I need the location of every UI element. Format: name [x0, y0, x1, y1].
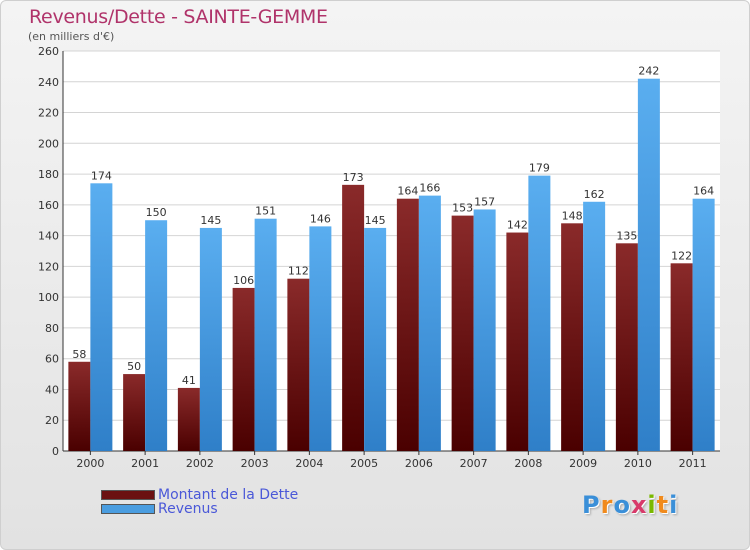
- data-label-dette: 173: [343, 171, 364, 184]
- y-tick-label: 160: [38, 199, 59, 212]
- bar-dette: [287, 278, 310, 451]
- bar-dette: [561, 223, 584, 451]
- logo-letter: i: [669, 491, 679, 519]
- y-tick-label: 200: [38, 137, 59, 150]
- logo-letter: t: [656, 491, 670, 519]
- bar-revenus: [637, 78, 660, 451]
- x-tick-label: 2011: [679, 457, 707, 470]
- data-label-dette: 106: [233, 274, 254, 287]
- y-tick-label: 260: [38, 45, 59, 58]
- y-tick-label: 60: [45, 353, 59, 366]
- bar-revenus: [692, 198, 715, 451]
- bar-dette: [123, 374, 146, 451]
- bar-dette: [615, 243, 638, 451]
- data-label-dette: 142: [507, 219, 528, 232]
- x-tick-label: 2008: [514, 457, 542, 470]
- legend-item-revenus: Revenus: [101, 501, 218, 517]
- x-tick-label: 2000: [76, 457, 104, 470]
- logo-letter: x: [630, 491, 648, 519]
- data-label-revenus: 179: [529, 162, 550, 175]
- y-tick-label: 80: [45, 322, 59, 335]
- bar-revenus: [528, 175, 551, 451]
- y-tick-label: 100: [38, 291, 59, 304]
- bar-revenus: [199, 227, 222, 451]
- x-tick-label: 2006: [405, 457, 433, 470]
- bar-dette: [177, 387, 200, 451]
- plot-area: [63, 51, 720, 451]
- x-tick-label: 2009: [569, 457, 597, 470]
- data-label-dette: 50: [127, 360, 141, 373]
- legend-swatch-dette: [101, 490, 155, 500]
- bar-revenus: [583, 201, 606, 451]
- bar-dette: [396, 198, 419, 451]
- data-label-revenus: 157: [474, 195, 495, 208]
- y-tick-label: 180: [38, 168, 59, 181]
- y-tick-label: 120: [38, 260, 59, 273]
- data-label-revenus: 242: [638, 65, 659, 78]
- x-tick-label: 2003: [241, 457, 269, 470]
- x-tick-label: 2002: [186, 457, 214, 470]
- bar-revenus: [309, 226, 332, 451]
- bar-dette: [506, 232, 529, 451]
- y-tick-label: 20: [45, 414, 59, 427]
- bar-dette: [670, 263, 693, 451]
- bar-revenus: [254, 218, 277, 451]
- y-tick-label: 40: [45, 383, 59, 396]
- bar-dette: [342, 184, 365, 451]
- bar-dette: [232, 287, 255, 451]
- data-label-revenus: 174: [91, 169, 112, 182]
- logo-letter: i: [647, 491, 657, 519]
- bar-revenus: [364, 227, 387, 451]
- data-label-revenus: 150: [146, 206, 167, 219]
- bar-dette: [68, 361, 91, 451]
- y-tick-label: 0: [52, 445, 59, 458]
- bar-dette: [451, 215, 474, 451]
- bar-revenus: [90, 183, 113, 452]
- data-label-dette: 122: [671, 249, 692, 262]
- bar-revenus: [418, 195, 441, 451]
- x-tick-label: 2005: [350, 457, 378, 470]
- data-label-dette: 58: [72, 348, 86, 361]
- x-tick-label: 2007: [460, 457, 488, 470]
- bar-revenus: [145, 220, 168, 451]
- logo-letter: o: [613, 491, 631, 519]
- data-label-revenus: 145: [365, 214, 386, 227]
- data-label-revenus: 146: [310, 212, 331, 225]
- y-tick-label: 240: [38, 76, 59, 89]
- legend-label-dette: Montant de la Dette: [158, 487, 299, 503]
- x-tick-label: 2001: [131, 457, 159, 470]
- legend-item-dette: Montant de la Dette: [101, 487, 298, 503]
- data-label-dette: 153: [452, 202, 473, 215]
- data-label-revenus: 162: [584, 188, 605, 201]
- data-label-revenus: 166: [419, 182, 440, 195]
- x-tick-label: 2010: [624, 457, 652, 470]
- logo-letter: r: [600, 491, 614, 519]
- chart-subtitle: (en milliers d'€): [28, 30, 115, 43]
- y-tick-label: 140: [38, 230, 59, 243]
- legend-label-revenus: Revenus: [158, 501, 218, 517]
- data-label-dette: 164: [397, 185, 418, 198]
- data-label-revenus: 145: [200, 214, 221, 227]
- x-tick-label: 2004: [295, 457, 323, 470]
- chart-title: Revenus/Dette - SAINTE-GEMME: [29, 6, 328, 28]
- y-tick-label: 220: [38, 107, 59, 120]
- data-label-dette: 148: [562, 209, 583, 222]
- data-label-revenus: 151: [255, 205, 276, 218]
- data-label-dette: 135: [616, 229, 637, 242]
- data-label-revenus: 164: [693, 185, 714, 198]
- data-label-dette: 112: [288, 265, 309, 278]
- proxiti-logo: Proxiti: [582, 491, 678, 519]
- data-label-dette: 41: [182, 374, 196, 387]
- bar-revenus: [473, 209, 496, 451]
- logo-letter: P: [582, 491, 601, 519]
- legend-swatch-revenus: [101, 504, 155, 514]
